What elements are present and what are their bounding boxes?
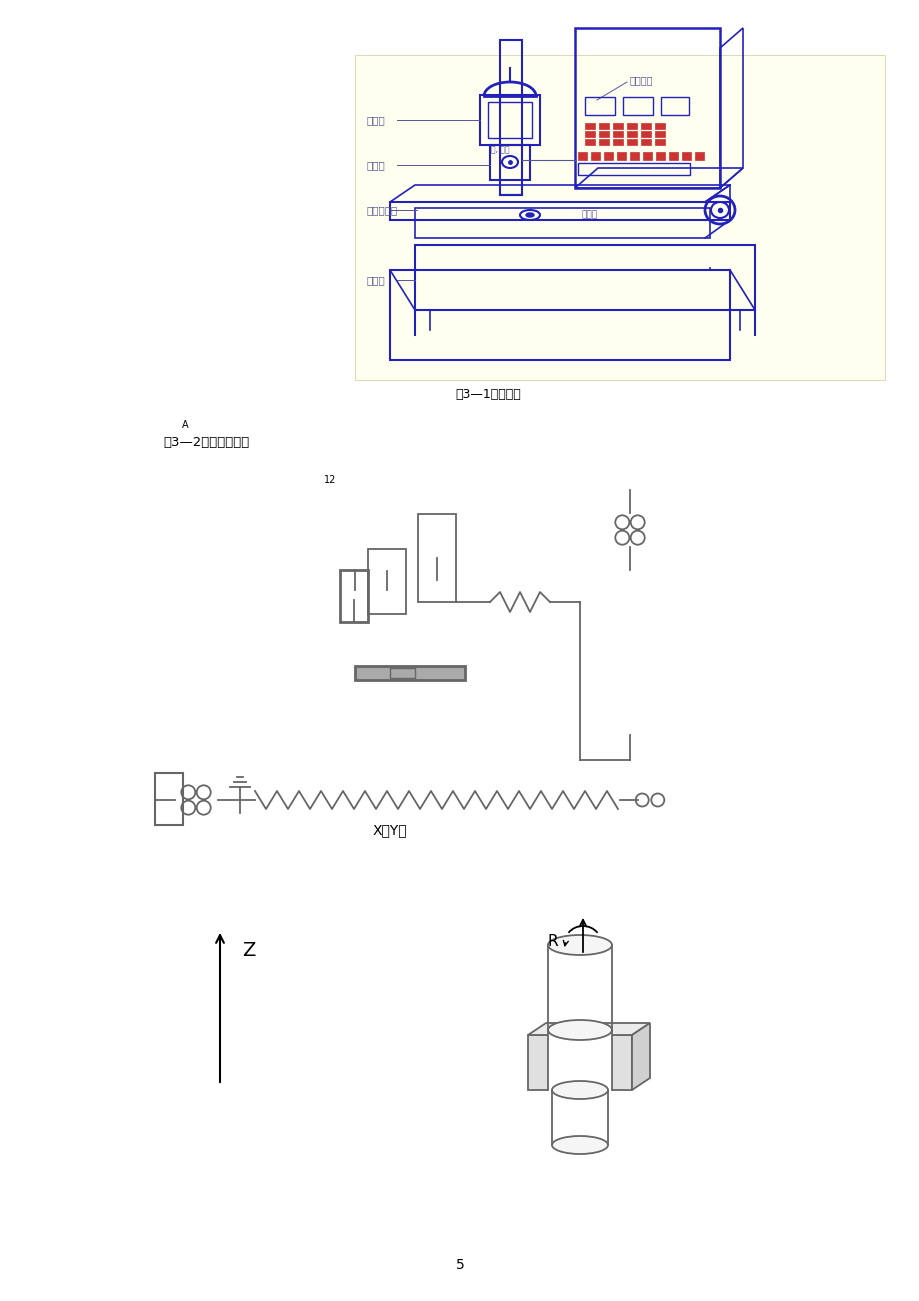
Text: Z: Z [242,941,255,960]
Bar [641,139,651,144]
Bar [598,139,608,144]
Bar [654,139,664,144]
Bar [622,98,652,114]
Bar [368,549,405,614]
Bar [590,152,599,160]
Bar [487,101,531,138]
Ellipse shape [548,935,611,955]
Polygon shape [631,1023,650,1090]
Text: X、Y轴: X、Y轴 [372,824,407,837]
Text: 操作面板: 操作面板 [630,75,652,85]
Bar [390,202,729,220]
Bar [414,245,754,310]
Bar [694,152,703,160]
Ellipse shape [548,1020,611,1039]
Bar [355,666,464,680]
Bar [154,773,183,825]
Bar [574,29,720,189]
Text: 12: 12 [323,475,335,485]
Ellipse shape [526,213,533,217]
Bar [598,131,608,137]
Bar [480,95,539,144]
Bar [681,152,690,160]
Bar [390,667,414,678]
Bar [499,40,521,195]
Bar [630,152,639,160]
Bar [340,570,368,622]
Bar [390,271,729,360]
Bar [612,124,622,129]
Text: 电气箱: 电气箱 [582,211,597,220]
Bar [627,139,636,144]
Bar [641,124,651,129]
Bar [584,124,595,129]
Bar [642,152,652,160]
Bar [528,1036,631,1090]
Bar [655,152,664,160]
Bar [548,1033,611,1092]
Text: 图3—2为机床传动图: 图3—2为机床传动图 [163,436,249,449]
Bar [417,514,456,602]
Bar [612,139,622,144]
Bar [660,98,688,114]
Text: 旋, 电极: 旋, 电极 [490,146,509,155]
Bar [627,124,636,129]
Ellipse shape [551,1136,607,1154]
Text: 旋转头: 旋转头 [367,160,385,170]
Bar [668,152,677,160]
Bar [604,152,612,160]
Text: R: R [547,934,558,950]
Bar [584,139,595,144]
Text: 水泵箱: 水泵箱 [367,275,385,285]
Bar [641,131,651,137]
Text: 主轴头: 主轴头 [367,114,385,125]
Bar [617,152,625,160]
Bar [598,124,608,129]
Ellipse shape [551,1081,607,1099]
Bar [577,152,586,160]
Bar [627,131,636,137]
Bar [414,208,709,238]
Text: A: A [181,420,188,431]
Polygon shape [528,1023,650,1036]
Bar [584,131,595,137]
Text: 5: 5 [455,1258,464,1272]
Bar [355,55,884,380]
Bar [577,163,689,176]
Text: 图3—1机床外形: 图3—1机床外形 [455,389,520,402]
Bar [654,131,664,137]
Bar [612,131,622,137]
Bar [584,98,614,114]
Text: 座标工作台: 座标工作台 [367,206,398,215]
Bar [654,124,664,129]
Bar [490,144,529,180]
